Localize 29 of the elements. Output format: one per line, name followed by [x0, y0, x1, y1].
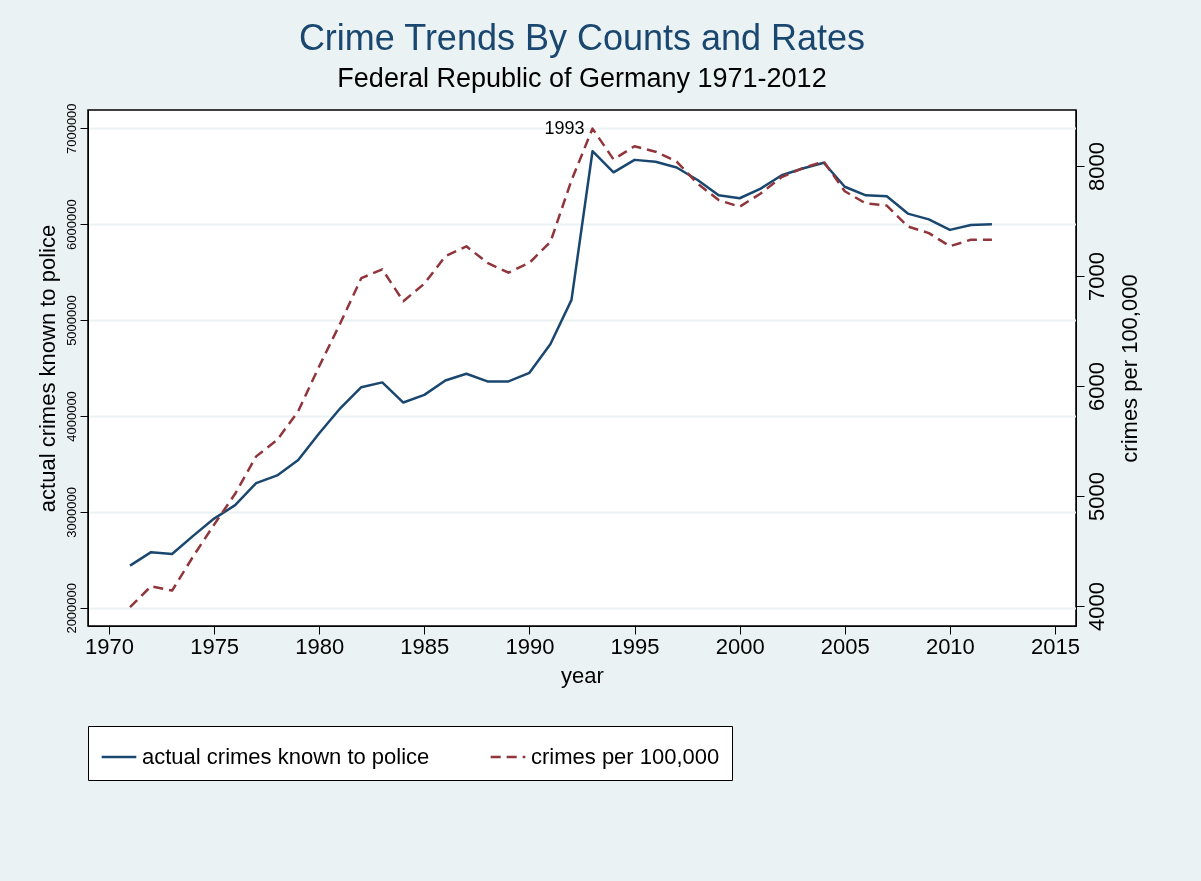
- legend-label: actual crimes known to police: [142, 744, 430, 769]
- x-tick-label: 2015: [1031, 633, 1080, 659]
- x-axis-title: year: [561, 662, 604, 688]
- y-tick-label: 5000000: [63, 295, 79, 346]
- x-tick-label: 2000: [715, 633, 765, 659]
- y-tick-label: 2000000: [63, 582, 79, 634]
- y-tick-label: 7000000: [63, 103, 79, 155]
- y-tick-label: 6000000: [63, 199, 79, 250]
- legend-label: crimes per 100,000: [531, 744, 720, 769]
- y2-tick-label: 5000: [1083, 472, 1109, 521]
- x-tick-label: 2005: [820, 633, 870, 659]
- x-tick-label: 1995: [610, 633, 660, 659]
- x-tick-label: 1975: [190, 633, 240, 659]
- x-tick-label: 1970: [85, 633, 134, 659]
- y2-axis-title: crimes per 100,000: [1116, 274, 1142, 463]
- chart-title: Crime Trends By Counts and Rates: [298, 16, 866, 58]
- y2-tick-label: 8000: [1083, 142, 1109, 191]
- annotation: 1993: [544, 117, 585, 138]
- y-axis-title: actual crimes known to police: [34, 224, 60, 513]
- x-tick-label: 1985: [400, 633, 450, 659]
- y-tick-label: 4000000: [63, 391, 79, 442]
- y2-tick-label: 4000: [1083, 582, 1109, 631]
- x-tick-label: 1980: [295, 633, 345, 659]
- x-tick-label: 1990: [505, 633, 555, 659]
- y-tick-label: 3000000: [63, 487, 79, 538]
- y2-tick-label: 6000: [1083, 362, 1109, 411]
- y2-tick-label: 7000: [1083, 252, 1109, 301]
- x-tick-label: 2010: [925, 633, 975, 659]
- chart-subtitle: Federal Republic of Germany 1971-2012: [337, 62, 827, 93]
